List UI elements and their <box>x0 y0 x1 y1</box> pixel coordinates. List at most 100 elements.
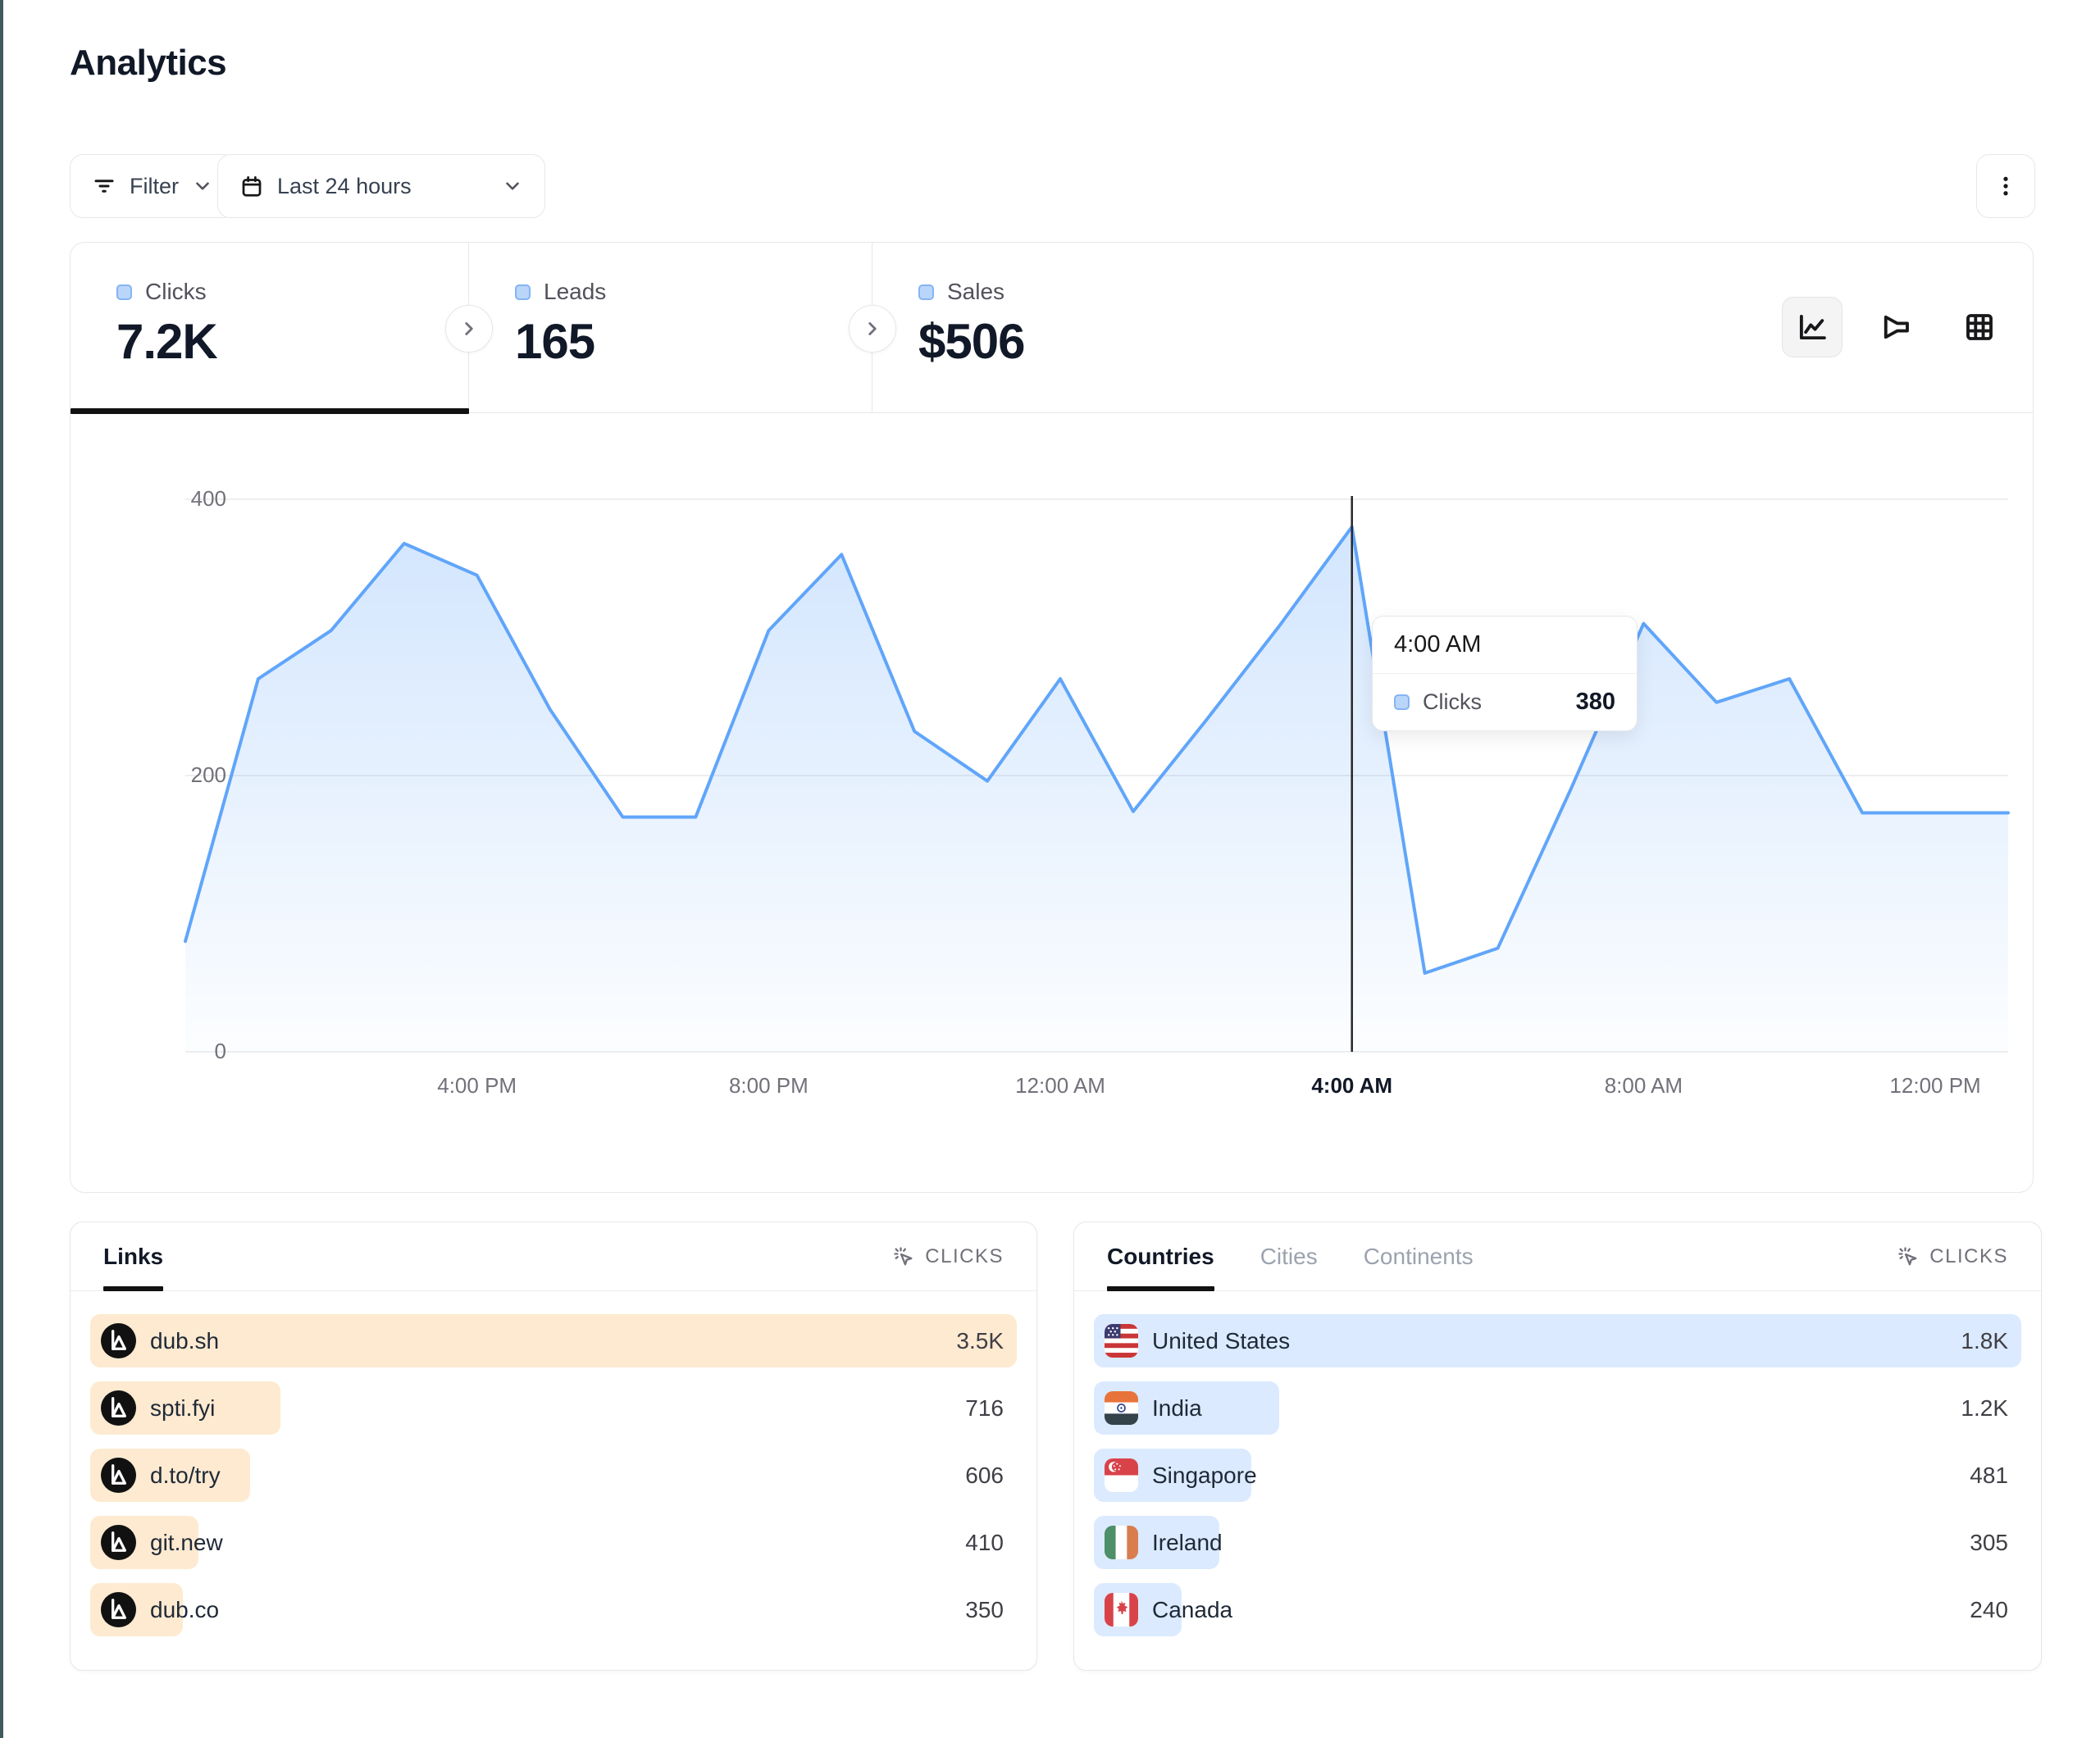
step-chevron-button-2[interactable] <box>849 305 896 353</box>
leads-value: 165 <box>515 314 595 369</box>
clicks-legend-swatch <box>116 284 132 300</box>
geo-metric-header[interactable]: CLICKS <box>1897 1245 2008 1268</box>
funnel-view-button[interactable] <box>1865 297 1926 357</box>
tab-continents-label: Continents <box>1363 1243 1474 1269</box>
tooltip-legend-swatch <box>1394 694 1410 710</box>
dub-logo-icon <box>101 1323 136 1358</box>
tooltip-time: 4:00 AM <box>1373 616 1637 674</box>
chart-type-switcher <box>1782 297 2010 357</box>
links-metric-header[interactable]: CLICKS <box>892 1245 1004 1268</box>
tab-cities[interactable]: Cities <box>1260 1222 1318 1290</box>
active-tab-underline <box>71 408 469 414</box>
tab-leads[interactable]: Leads 165 <box>469 243 872 412</box>
date-range-button[interactable]: Last 24 hours <box>217 154 545 218</box>
row-label: Ireland <box>1152 1529 1223 1555</box>
links-panel: Links CLICKS dub.sh 3.5K spti.fyi 716 d.to/t… <box>70 1222 1037 1671</box>
row-value: 481 <box>1970 1462 2008 1488</box>
row-label: dub.co <box>150 1596 220 1622</box>
filter-button-label: Filter <box>130 173 179 198</box>
row-value: 410 <box>965 1529 1004 1555</box>
country-row[interactable]: Ireland 305 <box>1094 1516 2021 1569</box>
geo-panel: Countries Cities Continents CLICKS Unite… <box>1073 1222 2042 1671</box>
sales-legend-swatch <box>918 284 934 300</box>
links-list: dub.sh 3.5K spti.fyi 716 d.to/try 606 git.new 4… <box>71 1291 1036 1636</box>
link-row[interactable]: spti.fyi 716 <box>90 1381 1017 1435</box>
flag-singapore <box>1105 1458 1138 1492</box>
chevron-right-icon <box>868 322 877 335</box>
leads-label: Leads <box>544 279 607 304</box>
row-value: 716 <box>965 1394 1004 1421</box>
geo-metric-label: CLICKS <box>1929 1244 2008 1267</box>
value-bar <box>1094 1314 2021 1367</box>
tab-countries[interactable]: Countries <box>1107 1222 1214 1291</box>
cursor-click-icon <box>1898 1246 1917 1265</box>
cursor-click-icon <box>894 1246 913 1265</box>
tooltip-metric: Clicks <box>1423 689 1482 714</box>
row-value: 305 <box>1970 1529 2008 1555</box>
page-title: Analytics <box>70 43 227 83</box>
y-tick-label: 400 <box>190 486 226 511</box>
country-row[interactable]: Canada 240 <box>1094 1583 2021 1636</box>
kebab-menu-icon <box>1993 174 2018 198</box>
flag-canada <box>1105 1593 1138 1627</box>
x-tick-label: 12:00 AM <box>1015 1073 1105 1098</box>
tab-links-label: Links <box>103 1243 164 1269</box>
flag-united-states <box>1105 1324 1138 1358</box>
row-value: 1.8K <box>1961 1327 2008 1354</box>
y-tick-label: 200 <box>190 762 226 787</box>
area-fill <box>185 526 2008 1052</box>
tab-countries-label: Countries <box>1107 1243 1214 1269</box>
tab-links[interactable]: Links <box>103 1222 164 1291</box>
flag-ireland <box>1105 1526 1138 1559</box>
links-metric-label: CLICKS <box>925 1244 1004 1267</box>
clicks-series-line <box>184 525 2010 975</box>
row-label: Canada <box>1152 1596 1233 1622</box>
tab-sales[interactable]: Sales $506 <box>872 243 1276 412</box>
link-row[interactable]: dub.co 350 <box>90 1583 1017 1636</box>
date-range-label: Last 24 hours <box>277 173 412 198</box>
tab-clicks[interactable]: Clicks 7.2K <box>71 243 469 412</box>
sales-value: $506 <box>918 314 1025 369</box>
filter-icon <box>92 174 116 198</box>
area-chart-canvas[interactable] <box>184 460 2010 1053</box>
row-label: United States <box>1152 1327 1291 1354</box>
clicks-chart[interactable]: 0 200 400 4:00 PM 8:00 PM 12:00 AM 4:00 AM 8:0… <box>71 413 2033 1192</box>
table-view-button[interactable] <box>1949 297 2010 357</box>
funnel-chart-icon <box>1884 315 1909 339</box>
row-label: git.new <box>150 1529 223 1555</box>
x-tick-label: 8:00 AM <box>1604 1073 1683 1098</box>
country-row[interactable]: United States 1.8K <box>1094 1314 2021 1367</box>
x-tick-label: 12:00 PM <box>1889 1073 1981 1098</box>
tab-continents[interactable]: Continents <box>1364 1222 1474 1290</box>
dub-logo-icon <box>101 1592 136 1627</box>
clicks-label: Clicks <box>145 279 207 304</box>
dub-logo-icon <box>101 1458 136 1493</box>
tab-cities-label: Cities <box>1260 1243 1318 1269</box>
row-label: Singapore <box>1152 1462 1257 1488</box>
link-row[interactable]: git.new 410 <box>90 1516 1017 1569</box>
countries-list: United States 1.8K India 1.2K Singapore 481 Ir… <box>1074 1291 2041 1636</box>
value-bar <box>90 1314 1017 1367</box>
chevron-down-icon <box>192 175 213 197</box>
country-row[interactable]: Singapore 481 <box>1094 1449 2021 1502</box>
more-options-button[interactable] <box>1976 154 2035 218</box>
flag-india <box>1105 1391 1138 1425</box>
dub-logo-icon <box>101 1525 136 1560</box>
tooltip-value: 380 <box>1575 689 1615 715</box>
row-value: 1.2K <box>1961 1394 2008 1421</box>
row-value: 240 <box>1970 1596 2008 1622</box>
window-edge-strip <box>0 0 3 1738</box>
stat-header: Clicks 7.2K Leads 165 Sales $506 <box>71 243 2033 414</box>
row-value: 3.5K <box>956 1327 1004 1354</box>
line-chart-icon <box>1799 314 1826 340</box>
clicks-value: 7.2K <box>116 314 218 369</box>
y-tick-label: 0 <box>214 1039 226 1063</box>
filter-button[interactable]: Filter <box>70 154 235 218</box>
link-row[interactable]: d.to/try 606 <box>90 1449 1017 1502</box>
link-row[interactable]: dub.sh 3.5K <box>90 1314 1017 1367</box>
country-row[interactable]: India 1.2K <box>1094 1381 2021 1435</box>
line-chart-view-button[interactable] <box>1782 297 1843 357</box>
step-chevron-button-1[interactable] <box>445 305 493 353</box>
chevron-right-icon <box>465 322 473 335</box>
